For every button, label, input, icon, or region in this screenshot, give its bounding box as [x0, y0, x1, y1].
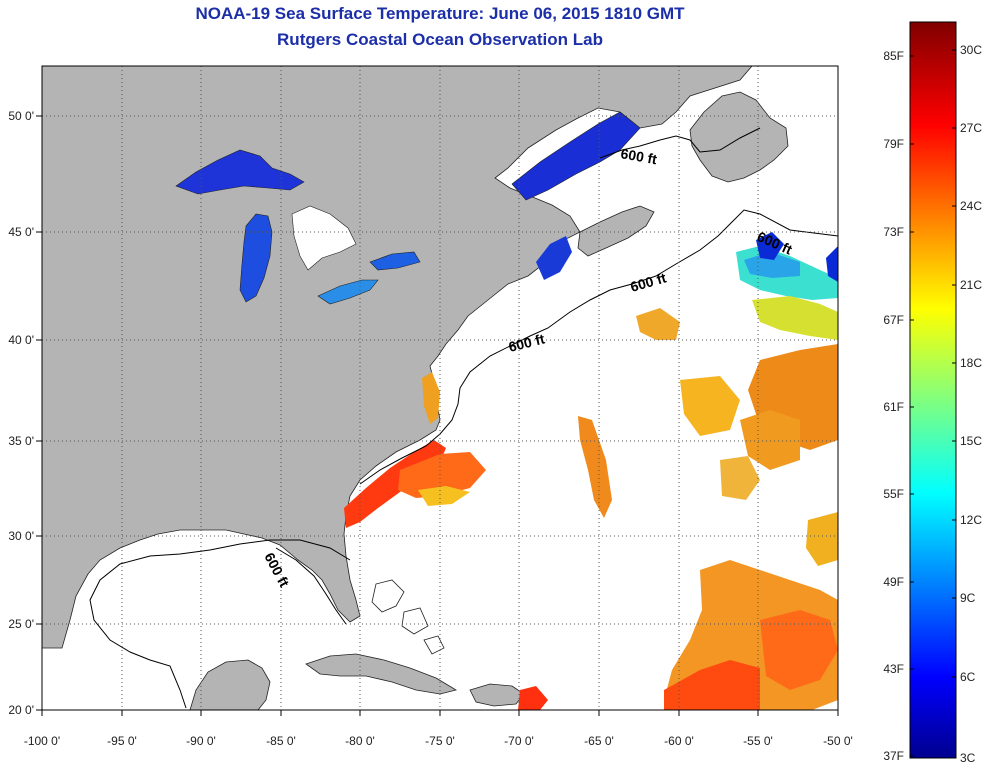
lake-michigan: [239, 213, 273, 303]
gulf-of-maine-water: [536, 236, 572, 280]
sst-patches: [344, 232, 838, 710]
lon-tick-label: -80 0': [345, 734, 375, 748]
land-cuba: [305, 653, 458, 695]
colorbar-c-label: 27C: [960, 121, 982, 135]
colorbar-c-label: 30C: [960, 43, 982, 57]
colorbar-f-label: 37F: [883, 749, 904, 763]
lon-tick-label: -65 0': [584, 734, 614, 748]
colorbar-c-label: 9C: [960, 591, 976, 605]
land-newfoundland: [689, 91, 789, 183]
colorbar: [909, 21, 957, 759]
lon-tick-label: -85 0': [266, 734, 296, 748]
land-nova-scotia: [577, 205, 655, 257]
lon-tick-label: -100 0': [24, 734, 60, 748]
lat-tick-label: 20 0': [8, 703, 34, 717]
graticule: [42, 66, 838, 710]
colorbar-f-label: 73F: [883, 225, 904, 239]
lon-tick-label: -55 0': [743, 734, 773, 748]
lat-tick-label: 35 0': [8, 434, 34, 448]
lat-tick-label: 50 0': [8, 109, 34, 123]
isobath-600ft: [89, 127, 838, 709]
lake-erie: [317, 279, 379, 305]
lake-ontario: [369, 251, 421, 271]
lake-superior: [175, 149, 305, 195]
land-yucatan: [189, 659, 271, 710]
colorbar-c-label: 21C: [960, 278, 982, 292]
land-north-america: [42, 66, 753, 649]
lon-axis: -100 0' -95 0' -90 0' -85 0' -80 0' -75 0' -70…: [24, 710, 853, 748]
colorbar-f-label: 49F: [883, 575, 904, 589]
lon-tick-label: -90 0': [186, 734, 216, 748]
st-lawrence-water: [511, 111, 641, 201]
map-subtitle: Rutgers Coastal Ocean Observation Lab: [277, 30, 603, 49]
lon-tick-label: -50 0': [823, 734, 853, 748]
lon-tick-label: -60 0': [664, 734, 694, 748]
lat-axis: 20 0' 25 0' 30 0' 35 0' 40 0' 45 0' 50 0': [8, 109, 42, 717]
colorbar-f-label: 55F: [883, 487, 904, 501]
colorbar-celsius-labels: 30C 27C 24C 21C 18C 15C 12C 9C 6C 3C: [952, 43, 982, 765]
colorbar-c-label: 24C: [960, 199, 982, 213]
colorbar-c-label: 18C: [960, 356, 982, 370]
lat-tick-label: 40 0': [8, 333, 34, 347]
lon-tick-label: -95 0': [107, 734, 137, 748]
lat-tick-label: 30 0': [8, 529, 34, 543]
colorbar-f-label: 61F: [883, 400, 904, 414]
colorbar-c-label: 3C: [960, 751, 976, 765]
lat-tick-label: 25 0': [8, 617, 34, 631]
lon-tick-label: -75 0': [425, 734, 455, 748]
lon-tick-label: -70 0': [504, 734, 534, 748]
lake-huron: [291, 205, 357, 271]
colorbar-f-label: 79F: [883, 137, 904, 151]
colorbar-f-label: 85F: [883, 49, 904, 63]
colorbar-f-label: 67F: [883, 313, 904, 327]
colorbar-c-label: 15C: [960, 434, 982, 448]
map-title: NOAA-19 Sea Surface Temperature: June 06…: [195, 4, 685, 23]
lat-tick-label: 45 0': [8, 225, 34, 239]
colorbar-c-label: 6C: [960, 670, 976, 684]
colorbar-f-label: 43F: [883, 662, 904, 676]
colorbar-c-label: 12C: [960, 513, 982, 527]
colorbar-fahrenheit-labels: 85F 79F 73F 67F 61F 55F 49F 43F 37F: [883, 49, 914, 763]
contour-label-4: 600 ft: [619, 145, 658, 167]
